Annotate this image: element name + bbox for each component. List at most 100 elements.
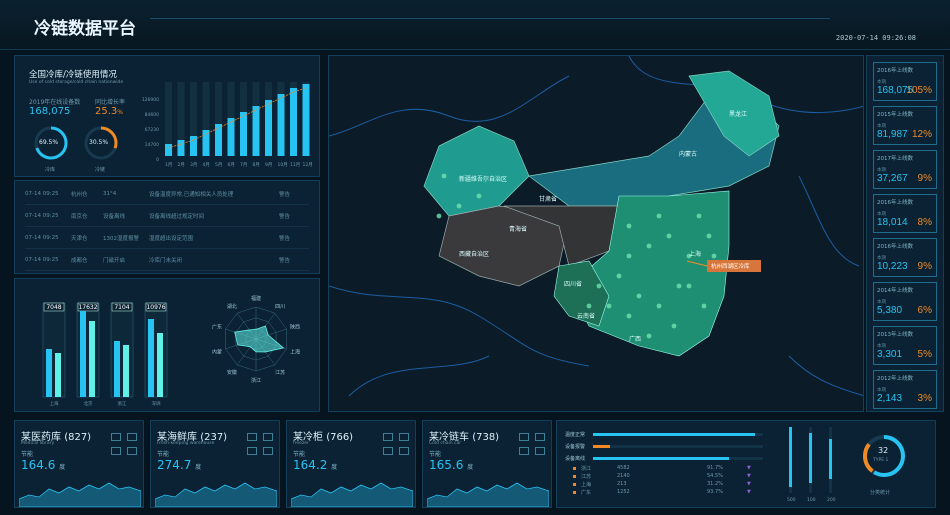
card-value: 164.2: [293, 458, 328, 472]
expand-icon[interactable]: [263, 433, 273, 441]
storage-card[interactable]: 某冷柜 (766) freezer 节能 164.2 度: [286, 420, 416, 508]
table-row[interactable]: 07-14 09:25 南京仓 设备离线 设备离线超过规定时间 警告: [25, 205, 309, 227]
table-cell: 07-14 09:25: [25, 190, 59, 197]
expand-icon[interactable]: [399, 447, 409, 455]
storage-card[interactable]: 某冷链车 (738) Cold chain car 节能 165.6 度: [422, 420, 552, 508]
radar-label: 江苏: [275, 369, 285, 376]
radar-label: 陕西: [290, 323, 300, 330]
map-panel: 新疆维吾尔自治区 西藏自治区 青海省 甘肃省 内蒙古 黑龙江四川省云南省广西 上海 杭州西湖…: [328, 55, 864, 412]
map-callout: 杭州西湖区冷库: [711, 262, 750, 270]
month-label: 7月: [240, 162, 247, 168]
city-bar: [123, 345, 129, 397]
header: 冷链数据平台 2020-07-14 09:26:08: [0, 0, 950, 50]
card-caption: 节能: [21, 451, 34, 458]
radar-label: 广东: [212, 323, 222, 330]
stat-label: 2015年上线数: [877, 112, 913, 118]
map-dot: [686, 253, 692, 259]
expand-icon[interactable]: [111, 447, 121, 455]
stat-box[interactable]: 2016年上线数 本期 18,014 8%: [873, 194, 937, 233]
month-chart: 1月 2月 3月 4月 5月 6月 7月 8月 9月 10月 11月 12月: [165, 82, 313, 168]
month-bar: [277, 94, 285, 156]
expand-icon[interactable]: [111, 433, 121, 441]
stat-box[interactable]: 2017年上线数 本期 37,267 9%: [873, 150, 937, 189]
map-region-label[interactable]: 新疆维吾尔自治区: [459, 175, 507, 183]
growth-unit: %: [117, 109, 123, 116]
card-caption: 节能: [293, 451, 306, 458]
stat-box[interactable]: 2014年上线数 本期 5,380 6%: [873, 282, 937, 321]
stat-label: 2017年上线数: [877, 156, 913, 162]
map-region-label[interactable]: 四川省: [564, 280, 582, 288]
card-title: 某海鲜库: [157, 432, 197, 443]
vertical-tick: 100: [807, 497, 816, 503]
expand-icon[interactable]: [263, 447, 273, 455]
map-region-label[interactable]: 上海: [689, 250, 701, 258]
stat-period: 本期: [877, 388, 886, 393]
stat-pct: 6%: [917, 305, 932, 316]
card-subtitle: Cold chain car: [429, 441, 462, 446]
month-label: 6月: [228, 162, 235, 168]
stat-box[interactable]: 2015年上线数 本期 81,987 12%: [873, 106, 937, 145]
map-dot: [626, 253, 632, 259]
radar-label: 福建: [251, 295, 261, 302]
storage-card[interactable]: 某医药库 (827) Medical library 节能 164.6 度: [14, 420, 144, 508]
card-title: 某冷柜: [293, 432, 323, 443]
stat-box[interactable]: 2016年上线数 本期 10,223 9%: [873, 238, 937, 277]
vertical-bar: [809, 433, 812, 483]
status-row-cell: 213: [617, 481, 627, 487]
month-bar: [265, 100, 272, 156]
map-region-label[interactable]: 内蒙古: [679, 150, 697, 158]
year-label: 2019年在线设备数: [29, 99, 81, 106]
map-region-label[interactable]: 广西: [629, 335, 641, 343]
stat-period: 本期: [877, 80, 886, 85]
expand-icon[interactable]: [519, 447, 529, 455]
map-dot: [706, 233, 712, 239]
storage-card[interactable]: 某海鲜库 (237) Fresh-keeping warehouse 节能 274.7…: [150, 420, 280, 508]
expand-icon[interactable]: [535, 447, 545, 455]
map-region-label[interactable]: 青海省: [509, 225, 527, 233]
table-row[interactable]: 07-14 09:25 成都仓 门磁开启 冷库门未关闭 警告: [25, 249, 309, 271]
expand-icon[interactable]: [383, 433, 393, 441]
table-cell: 冷库门未关闭: [149, 257, 183, 264]
card-area-chart: [427, 482, 549, 507]
map-dot: [616, 273, 622, 279]
expand-icon[interactable]: [535, 433, 545, 441]
card-subtitle: Medical library: [21, 441, 55, 446]
expand-icon[interactable]: [127, 447, 137, 455]
map-region-label[interactable]: 西藏自治区: [459, 250, 489, 258]
usage-title: 全国冷库/冷链使用情况: [29, 70, 117, 80]
city-bar: [80, 311, 86, 397]
city-label: 浙江: [118, 400, 127, 407]
gauge-chain-value: 30.5%: [89, 139, 109, 146]
status-row-cell: 1252: [617, 489, 630, 495]
row-dot: [573, 483, 576, 486]
table-cell: 成都仓: [71, 257, 88, 264]
month-bar: [202, 130, 210, 156]
map-region-label[interactable]: 云南省: [577, 312, 595, 320]
expand-icon[interactable]: [247, 433, 257, 441]
stat-value: 10,223: [877, 261, 908, 272]
city-bar-value: 10976: [146, 304, 165, 311]
month-bar: [252, 106, 260, 156]
city-bar: [55, 353, 61, 397]
expand-icon[interactable]: [247, 447, 257, 455]
table-row[interactable]: 07-14 09:25 杭州仓 31°4 设备温度异常,已通知相关人员处理 警告: [25, 183, 309, 205]
city-bar: [89, 321, 95, 397]
stat-box[interactable]: 2012年上线数 本期 2,143 3%: [873, 370, 937, 409]
expand-icon[interactable]: [127, 433, 137, 441]
vertical-tick: 200: [827, 497, 836, 503]
month-label: 4月: [203, 162, 210, 168]
expand-icon[interactable]: [383, 447, 393, 455]
expand-icon[interactable]: [399, 433, 409, 441]
stat-box[interactable]: 2016年上线数 本期 168,075 105%: [873, 62, 937, 101]
table-row[interactable]: 07-14 09:25 天津仓 1302湿度报警 湿度超出设定范围 警告: [25, 227, 309, 249]
city-bar-value: 7104: [114, 304, 129, 311]
month-label: 5月: [215, 162, 222, 168]
map-region-label[interactable]: 黑龙江: [729, 110, 747, 118]
radar-label: 四川: [275, 304, 285, 310]
month-bar: [215, 124, 222, 156]
map-region-label[interactable]: 甘肃省: [539, 195, 557, 203]
stat-box[interactable]: 2013年上线数 本期 3,301 5%: [873, 326, 937, 365]
expand-icon[interactable]: [519, 433, 529, 441]
stats-column: 2016年上线数 本期 168,075 105% 2015年上线数 本期 81,987 12%…: [866, 55, 944, 412]
map-dot: [586, 303, 592, 309]
